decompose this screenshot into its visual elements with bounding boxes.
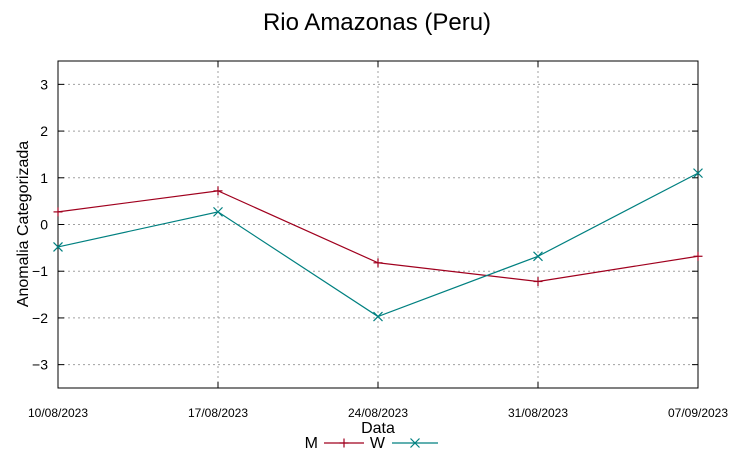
y-tick-label: 0	[40, 217, 48, 233]
data-point-plus	[693, 251, 703, 261]
x-tick-label: 07/09/2023	[668, 406, 728, 420]
axis-ticks: −3 −2 −1 0 1 2 3 10/08/2023 17/08/2023 24/08/2023…	[28, 61, 728, 420]
data-point-cross	[213, 206, 223, 217]
series-layer	[53, 168, 703, 322]
y-axis-label: Anomalia Categorizada	[15, 141, 32, 307]
data-point-plus	[53, 207, 63, 217]
data-point-cross	[533, 251, 543, 262]
x-tick-label: 24/08/2023	[348, 406, 408, 420]
data-point-plus	[213, 186, 223, 196]
data-point-cross	[410, 438, 420, 448]
y-tick-label: 2	[40, 123, 48, 139]
series-W	[53, 168, 703, 322]
series-line	[57, 172, 699, 318]
legend-label: M	[305, 435, 318, 452]
data-point-plus	[373, 258, 383, 268]
data-point-cross	[53, 241, 63, 252]
x-axis-label: Data	[361, 420, 395, 437]
data-point-cross	[373, 311, 383, 322]
legend-label: W	[370, 435, 386, 452]
data-point-plus	[533, 276, 543, 286]
data-point-cross	[693, 168, 703, 179]
x-tick-label: 31/08/2023	[508, 406, 568, 420]
y-tick-label: 3	[40, 76, 48, 92]
grid-lines	[57, 61, 699, 388]
y-tick-label: −2	[32, 310, 48, 326]
y-tick-label: 1	[40, 170, 48, 186]
y-tick-label: −3	[32, 357, 48, 373]
y-tick-label: −1	[32, 263, 48, 279]
series-M	[53, 186, 703, 286]
x-tick-label: 17/08/2023	[188, 406, 248, 420]
x-tick-label: 10/08/2023	[28, 406, 88, 420]
data-point-plus	[339, 438, 349, 448]
legend-item-M: M	[305, 435, 364, 452]
legend-item-W: W	[370, 435, 438, 452]
chart-title: Rio Amazonas (Peru)	[263, 9, 491, 36]
